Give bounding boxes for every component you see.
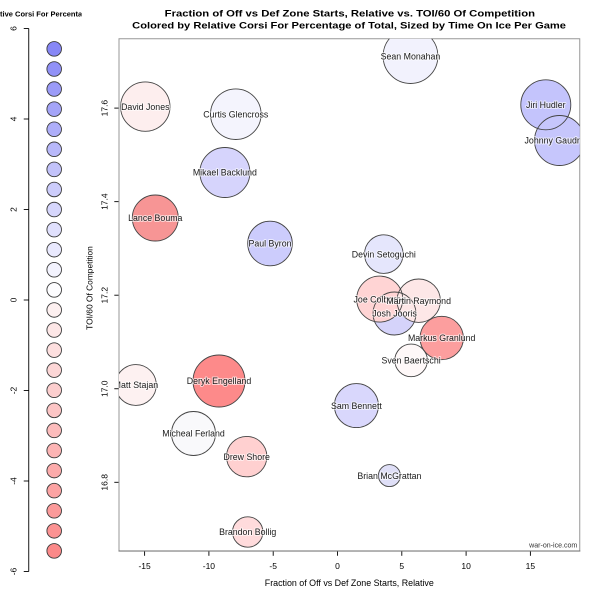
svg-text:17.4: 17.4	[100, 193, 110, 210]
svg-text:-6: -6	[9, 567, 19, 575]
svg-text:TOI/60 Of Competition: TOI/60 Of Competition	[85, 246, 95, 330]
svg-text:Deryk Engelland: Deryk Engelland	[187, 376, 252, 386]
svg-text:war-on-ice.com: war-on-ice.com	[528, 542, 577, 549]
svg-text:Markus Granlund: Markus Granlund	[408, 333, 476, 343]
svg-text:0: 0	[335, 561, 340, 571]
svg-text:Micheal Ferland: Micheal Ferland	[162, 429, 225, 439]
svg-text:-10: -10	[203, 561, 216, 571]
svg-text:Drew Shore: Drew Shore	[223, 452, 270, 462]
svg-text:17.0: 17.0	[100, 380, 110, 397]
svg-text:Brandon Bollig: Brandon Bollig	[219, 527, 276, 537]
svg-text:16.8: 16.8	[100, 474, 110, 491]
svg-text:Josh Jooris: Josh Jooris	[372, 309, 417, 319]
svg-text:17.2: 17.2	[100, 287, 110, 304]
svg-text:Martin Raymond: Martin Raymond	[386, 296, 451, 306]
svg-text:-2: -2	[9, 386, 19, 394]
svg-text:Sam Bennett: Sam Bennett	[331, 401, 382, 411]
svg-text:Johnny Gaudreau: Johnny Gaudreau	[525, 136, 595, 146]
svg-text:-5: -5	[269, 561, 277, 571]
svg-text:4: 4	[9, 116, 19, 121]
svg-text:17.6: 17.6	[100, 100, 110, 117]
svg-text:Sean Monahan: Sean Monahan	[381, 51, 441, 61]
svg-text:Joe Colborne: Joe Colborne	[354, 294, 406, 304]
svg-text:-4: -4	[9, 477, 19, 485]
svg-text:Sven Baertschi: Sven Baertschi	[382, 356, 441, 366]
svg-text:2: 2	[9, 207, 19, 212]
svg-text:15: 15	[526, 561, 536, 571]
svg-text:5: 5	[399, 561, 404, 571]
svg-text:Fraction of Off vs Def Zone St: Fraction of Off vs Def Zone Starts, Rela…	[265, 578, 434, 588]
svg-text:6: 6	[9, 26, 19, 31]
svg-text:0: 0	[9, 297, 19, 302]
svg-text:Fraction of Off vs Def Zone St: Fraction of Off vs Def Zone Starts, Rela…	[165, 7, 536, 18]
svg-text:Brian McGrattan: Brian McGrattan	[357, 471, 421, 481]
svg-text:Curtis Glencross: Curtis Glencross	[203, 109, 269, 119]
svg-text:Mikael Backlund: Mikael Backlund	[193, 168, 257, 178]
svg-text:Paul Byron: Paul Byron	[248, 239, 291, 249]
svg-text:Jiri Hudler: Jiri Hudler	[526, 100, 566, 110]
svg-text:Matt Stajan: Matt Stajan	[114, 380, 159, 390]
svg-text:David Jones: David Jones	[121, 102, 170, 112]
svg-text:Colored by Relative Corsi For: Colored by Relative Corsi For Percentage…	[132, 20, 566, 31]
svg-text:Relative Corsi For Percentage: Relative Corsi For Percentage	[0, 10, 91, 19]
svg-text:10: 10	[461, 561, 471, 571]
svg-text:-15: -15	[138, 561, 151, 571]
svg-text:Devin Setoguchi: Devin Setoguchi	[352, 249, 416, 259]
svg-text:Lance Bouma: Lance Bouma	[128, 213, 182, 223]
